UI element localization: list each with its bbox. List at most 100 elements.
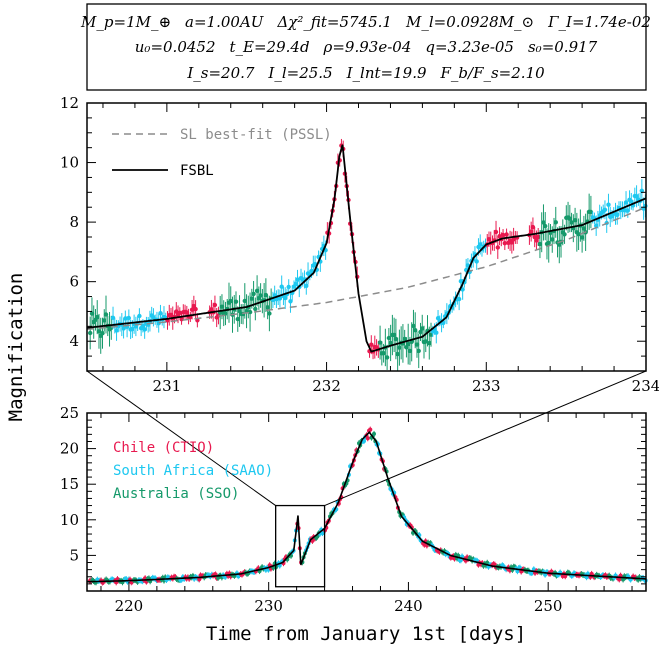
full-data-point	[365, 436, 370, 441]
full-panel: 220 230 240 250 5 10 15 20 25 Chile (CTIO) South…	[60, 370, 648, 615]
y-tick-label: 20	[60, 440, 79, 458]
zoom-data-point	[249, 296, 254, 301]
zoom-data-point	[242, 298, 247, 304]
zoom-data-point	[228, 298, 233, 304]
zoom-data-point	[286, 284, 291, 290]
zoom-data-point	[293, 281, 298, 287]
zoom-data-point	[562, 232, 567, 237]
zoom-data-point	[142, 327, 147, 332]
param-u0: u₀=0.0452	[135, 38, 216, 56]
zoom-data-point	[96, 329, 102, 334]
zoom-data-point	[553, 220, 558, 225]
zoom-data-point	[95, 314, 100, 320]
zoom-data-point	[263, 292, 269, 298]
zoom-data-point	[495, 245, 500, 250]
zoom-data-point	[550, 237, 555, 242]
zoom-data-point	[184, 310, 189, 315]
parameter-box	[86, 3, 647, 91]
zoom-data-point	[388, 340, 393, 346]
zoom-data-point	[543, 223, 548, 229]
zoom-data-point	[130, 326, 135, 332]
zoom-data-point	[267, 311, 272, 316]
zoom-data-point	[567, 216, 572, 221]
param-fb-fs: F_b/F_s=2.10	[440, 64, 546, 82]
zoom-data-point	[486, 237, 492, 242]
zoom-data-point	[458, 279, 464, 284]
param-ml: M_l=0.0928M_⊙	[405, 13, 534, 31]
zoom-data-point	[428, 332, 434, 337]
legend-pssl-label: SL best-fit (PSSL)	[180, 127, 332, 143]
param-q: q=3.23e-05	[425, 38, 514, 56]
zoom-data-point	[193, 306, 198, 312]
zoom-data-point	[606, 202, 611, 207]
zoom-data-point	[304, 283, 309, 289]
zoom-connector-right	[324, 370, 647, 507]
zoom-data-point	[114, 328, 119, 333]
full-plot-frame	[86, 412, 647, 592]
zoom-data-point	[502, 241, 507, 246]
zoom-data-point	[530, 224, 536, 230]
zoom-data-point	[258, 293, 263, 298]
legend-saao-label: South Africa (SAAO)	[113, 463, 273, 479]
zoom-data-point	[295, 277, 300, 282]
y-tick-label: 12	[60, 94, 79, 112]
legend-chile-label: Chile (CTIO)	[113, 440, 214, 456]
zoom-data-point	[279, 284, 284, 289]
zoom-data-point	[414, 342, 420, 347]
y-axis-label: Magnification	[5, 273, 27, 422]
zoom-data-point	[251, 291, 256, 297]
zoom-data-point	[581, 226, 587, 231]
zoom-data-point	[434, 330, 439, 335]
zoom-data-point	[369, 342, 374, 347]
param-mp: M_p=1M_⊕	[80, 13, 171, 31]
zoom-data-point	[219, 304, 225, 309]
zoom-data-point	[634, 194, 639, 199]
zoom-data-point	[529, 229, 534, 234]
zoom-data-point	[309, 268, 314, 274]
zoom-data-point	[88, 330, 93, 336]
zoom-data-point	[629, 199, 634, 204]
zoom-data-point	[411, 323, 416, 329]
zoom-data-point	[576, 232, 581, 237]
zoom-data-point	[377, 340, 383, 345]
zoom-data-point	[381, 351, 386, 356]
pssl-model-curve	[86, 206, 647, 331]
y-tick-label: 10	[60, 511, 79, 529]
param-gamma: Γ_I=1.74e-02	[547, 13, 651, 31]
zoom-data-point	[158, 311, 163, 316]
zoom-data-point	[123, 316, 128, 321]
param-s0: s₀=0.917	[528, 38, 598, 56]
zoom-data-point	[140, 323, 146, 328]
zoom-data-point	[413, 328, 418, 333]
zoom-data-point	[623, 200, 629, 205]
zoom-connector-left	[86, 370, 276, 506]
zoom-data-point	[625, 208, 630, 213]
zoom-data-points	[88, 138, 648, 371]
param-is: I_s=20.7	[186, 64, 255, 82]
zoom-data-point	[534, 238, 539, 243]
zoom-data-point	[532, 234, 537, 240]
x-tick-label: 250	[534, 597, 563, 615]
zoom-data-point	[137, 313, 142, 319]
zoom-region-box	[275, 504, 326, 588]
zoom-data-point	[384, 355, 390, 360]
param-line-3: I_s=20.7 I_l=25.5 I_lnt=19.9 F_b/F_s=2.10	[186, 64, 545, 82]
zoom-data-point	[277, 296, 283, 301]
full-data-point	[362, 439, 366, 444]
zoom-data-point	[386, 335, 392, 341]
zoom-data-point	[393, 336, 399, 342]
zoom-data-point	[110, 315, 116, 320]
param-rho: ρ=9.93e-04	[323, 38, 412, 56]
zoom-data-point	[546, 240, 551, 246]
x-tick-label: 234	[632, 377, 659, 395]
param-a: a=1.00AU	[185, 13, 265, 31]
x-tick-label: 240	[394, 597, 423, 615]
zoom-data-point	[223, 311, 228, 316]
zoom-data-point	[395, 351, 400, 357]
zoom-data-point	[537, 241, 543, 247]
x-tick-label: 231	[153, 377, 182, 395]
y-tick-label: 8	[69, 213, 79, 231]
legend-sso-label: Australia (SSO)	[113, 486, 239, 502]
zoom-data-point	[572, 218, 578, 223]
